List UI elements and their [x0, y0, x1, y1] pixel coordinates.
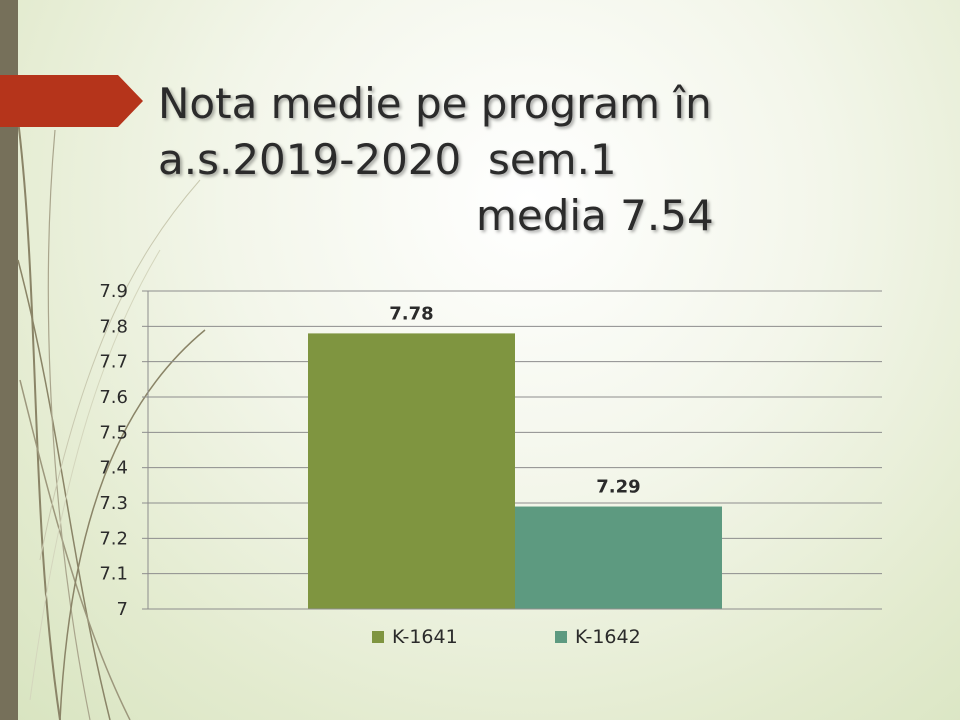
legend-item-k-1642: K-1642: [555, 626, 641, 648]
title-line-2: a.s.2019-2020 sem.1: [158, 135, 617, 184]
chart-legend: K-1641 K-1642: [0, 626, 960, 656]
legend-label-k-1641: K-1641: [392, 626, 458, 648]
legend-swatch-k-1641: [372, 631, 384, 643]
legend-item-k-1641: K-1641: [372, 626, 458, 648]
y-tick-label: 7.9: [99, 281, 128, 302]
y-tick-label: 7.7: [99, 352, 128, 373]
title-line-3: media 7.54: [476, 191, 714, 240]
legend-label-k-1642: K-1642: [575, 626, 641, 648]
y-tick-label: 7.2: [99, 528, 128, 549]
decorative-grass-lines: [17, 119, 206, 720]
y-tick-label: 7.1: [99, 564, 128, 585]
y-tick-label: 7.6: [99, 387, 128, 408]
y-tick-label: 7: [117, 599, 128, 620]
title-line-1: Nota medie pe program în: [158, 79, 712, 128]
y-tick-label: 7.8: [99, 316, 128, 337]
slide-title: Nota medie pe program în a.s.2019-2020 s…: [158, 76, 918, 244]
data-label-k-1642: 7.29: [596, 477, 640, 498]
data-label-k-1641: 7.78: [389, 303, 433, 324]
y-tick-label: 7.3: [99, 493, 128, 514]
bar-k-1642: [515, 506, 722, 609]
y-tick-label: 7.4: [99, 458, 128, 479]
left-decorative-band: [0, 0, 18, 720]
legend-swatch-k-1642: [555, 631, 567, 643]
bar-k-1641: [308, 333, 515, 609]
y-tick-label: 7.5: [99, 422, 128, 443]
title-arrow-shape: [0, 75, 143, 127]
